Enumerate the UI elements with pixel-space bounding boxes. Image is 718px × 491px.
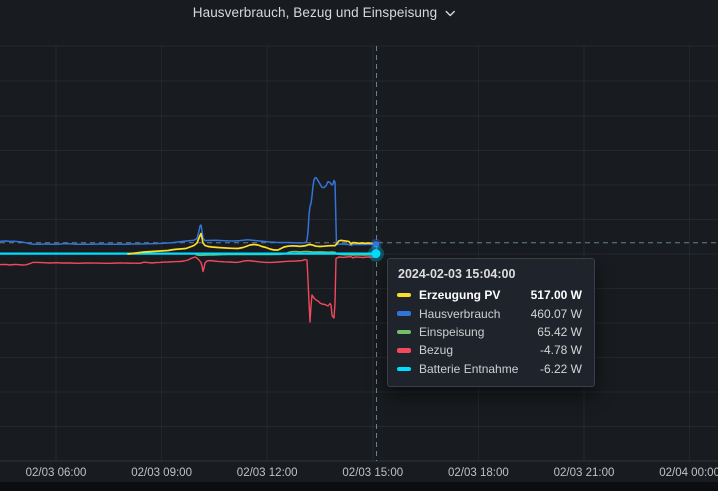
series-color-swatch	[397, 348, 411, 353]
tooltip-rows: Erzeugung PV 517.00 W Hausverbrauch 460.07 …	[397, 286, 582, 378]
tooltip-series-label: Hausverbrauch	[419, 306, 501, 321]
tooltip-series-label: Erzeugung PV	[419, 288, 501, 303]
chart-tooltip: 2024-02-03 15:04:00 Erzeugung PV 517.00 W…	[387, 258, 595, 387]
series-line-erzeugung-pv	[127, 232, 377, 255]
tooltip-row: Bezug -4.78 W	[397, 341, 582, 359]
datapoint-batterie-entnahme	[371, 249, 381, 259]
tooltip-row: Erzeugung PV 517.00 W	[397, 286, 582, 304]
tooltip-timestamp: 2024-02-03 15:04:00	[398, 267, 516, 281]
tooltip-series-value: 517.00 W	[530, 288, 582, 303]
series-line-bezug	[0, 255, 377, 323]
tooltip-series-value: 65.42 W	[537, 324, 582, 339]
series-color-swatch	[397, 311, 411, 316]
tooltip-row: Hausverbrauch 460.07 W	[397, 304, 582, 322]
tooltip-series-label: Einspeisung	[419, 324, 485, 339]
tooltip-row: Batterie Entnahme -6.22 W	[397, 360, 582, 378]
panel-title-menu[interactable]: Hausverbrauch, Bezug und Einspeisung	[193, 5, 456, 20]
chevron-down-icon[interactable]	[444, 10, 455, 17]
series-color-swatch	[397, 292, 411, 298]
tooltip-series-value: 460.07 W	[530, 306, 582, 321]
tooltip-row: Einspeisung 65.42 W	[397, 323, 582, 341]
series-line-hausverbrauch	[0, 176, 377, 247]
panel-bottom-gap	[0, 482, 718, 491]
tooltip-series-value: -6.22 W	[539, 361, 582, 376]
panel-header: Hausverbrauch, Bezug und Einspeisung	[0, 0, 718, 30]
datapoint-hausverbrauch	[372, 241, 380, 248]
panel-title[interactable]: Hausverbrauch, Bezug und Einspeisung	[192, 5, 438, 20]
tooltip-series-label: Batterie Entnahme	[419, 361, 519, 376]
tooltip-series-label: Bezug	[419, 343, 454, 358]
series-color-swatch	[397, 366, 411, 371]
series-color-swatch	[397, 329, 411, 335]
tooltip-series-value: -4.78 W	[539, 343, 582, 358]
